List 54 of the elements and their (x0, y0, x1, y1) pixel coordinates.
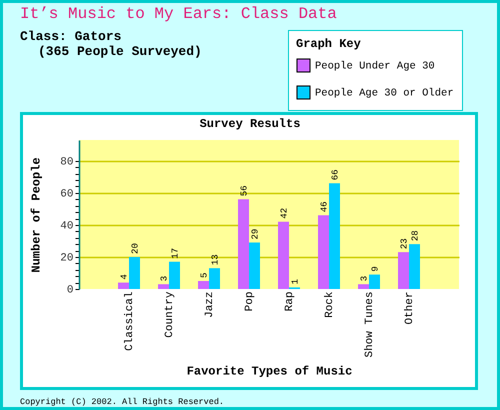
x-tick-label: Rock (324, 291, 336, 318)
bar (409, 244, 420, 289)
bar (398, 252, 409, 289)
data-label: 13 (210, 254, 220, 266)
data-label: 9 (370, 266, 380, 272)
bar (198, 280, 209, 289)
data-label: 20 (130, 243, 140, 254)
y-tick-label: 20 (60, 252, 74, 264)
y-tick-label: 80 (60, 156, 74, 168)
x-axis-title: Favorite Types of Music (186, 364, 352, 379)
y-axis-title: Number of People (29, 157, 44, 273)
x-tick-label: Jazz (204, 292, 216, 318)
text: Copyright (C) 2002. All Rights Reserved. (20, 397, 224, 407)
bar (129, 256, 140, 289)
bar (169, 262, 180, 289)
bar (329, 183, 340, 289)
bar (238, 199, 249, 289)
legend-label: People Under Age 30 (315, 60, 435, 72)
y-tick-label: 0 (66, 284, 74, 296)
legend-label: People Age 30 or Older (315, 88, 454, 100)
x-tick-label: Rap (284, 292, 296, 312)
bar (118, 282, 129, 289)
data-label: 66 (330, 169, 340, 180)
y-tick-label: 60 (60, 188, 74, 200)
data-label: 46 (320, 201, 330, 212)
bar (369, 274, 380, 289)
chart-title: It’s Music to My Ears: Class Data (20, 5, 337, 23)
bar (209, 268, 220, 289)
data-label: 1 (290, 278, 300, 284)
x-tick-label: Pop (244, 292, 256, 312)
x-tick-label: Other (404, 292, 416, 325)
text: Survey Results (198, 117, 302, 131)
data-label: 4 (120, 274, 130, 280)
data-label: 29 (250, 228, 260, 240)
data-label: 42 (280, 208, 290, 219)
y-tick-label: 40 (60, 220, 74, 232)
bar (278, 222, 289, 289)
x-tick-label: Show Tunes (364, 292, 376, 358)
legend-title: Graph Key (296, 37, 361, 51)
data-label: 3 (160, 276, 170, 282)
data-label: 3 (360, 276, 370, 282)
text: (365 People Surveyed) (38, 44, 202, 59)
bar (318, 215, 329, 289)
data-label: 56 (240, 185, 250, 196)
chart-subtitle: Class: Gators (20, 29, 122, 44)
data-label: 5 (200, 272, 210, 278)
data-label: 23 (400, 238, 410, 250)
bar (158, 284, 169, 289)
x-tick-label: Classical (124, 292, 136, 351)
bar (249, 242, 260, 289)
data-label: 17 (170, 248, 180, 259)
data-label: 28 (410, 230, 420, 242)
x-tick-label: Country (164, 291, 176, 338)
bar (358, 284, 369, 289)
